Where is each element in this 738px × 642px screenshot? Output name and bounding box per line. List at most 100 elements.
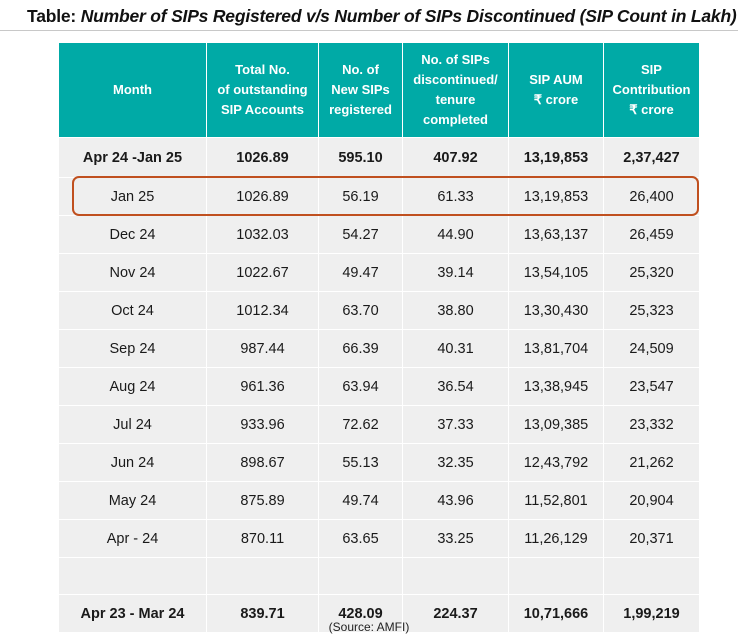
table-cell: 12,43,792: [508, 443, 604, 482]
table-cell: 63.70: [318, 291, 403, 330]
summary-row: Apr 24 -Jan 25 1026.89 595.10 407.92 13,19,8…: [58, 137, 700, 178]
table-cell: 898.67: [206, 443, 319, 482]
table-cell: 428.09: [318, 594, 403, 633]
table-cell: May 24: [58, 481, 207, 520]
column-header-line: No. of SIPs: [421, 52, 490, 67]
table-cell: 49.74: [318, 481, 403, 520]
table-cell: 13,63,137: [508, 215, 604, 254]
table-cell: 13,19,853: [508, 137, 604, 178]
table-cell: 63.65: [318, 519, 403, 558]
table-cell: 1026.89: [206, 137, 319, 178]
table-cell: 23,547: [603, 367, 700, 406]
column-header-line: SIP Accounts: [220, 102, 305, 117]
table-row: Nov 24 1022.67 49.47 39.14 13,54,105 25,320: [58, 253, 700, 292]
column-header-line: Contribution: [612, 82, 691, 97]
column-header-line: completed: [422, 112, 488, 127]
table-cell: 40.31: [402, 329, 509, 368]
source-note: (Source: AMFI): [328, 620, 410, 634]
table-cell: 11,52,801: [508, 481, 604, 520]
table-cell: 33.25: [402, 519, 509, 558]
table-cell: [206, 557, 319, 595]
table-cell: 870.11: [206, 519, 319, 558]
table-cell: [402, 557, 509, 595]
table-cell: 1,99,219: [603, 594, 700, 633]
title-text: Number of SIPs Registered v/s Number of …: [80, 6, 737, 26]
table-cell: 224.37: [402, 594, 509, 633]
table-row: Oct 24 1012.34 63.70 38.80 13,30,430 25,323: [58, 291, 700, 330]
table-cell: 26,400: [603, 177, 700, 216]
table-cell: 13,19,853: [508, 177, 604, 216]
table-cell: 987.44: [206, 329, 319, 368]
table-cell: 11,26,129: [508, 519, 604, 558]
table-cell: 54.27: [318, 215, 403, 254]
table-cell: 26,459: [603, 215, 700, 254]
table-cell: 2,37,427: [603, 137, 700, 178]
table-cell: 933.96: [206, 405, 319, 444]
column-header: SIP AUM ₹ crore: [508, 42, 604, 138]
table-cell: 43.96: [402, 481, 509, 520]
table-cell: 10,71,666: [508, 594, 604, 633]
table-row: Jun 24 898.67 55.13 32.35 12,43,792 21,262: [58, 443, 700, 482]
column-header-line: ₹ crore: [533, 92, 579, 107]
table-cell: 24,509: [603, 329, 700, 368]
table-cell: 595.10: [318, 137, 403, 178]
column-header: No. of New SIPs registered: [318, 42, 403, 138]
table-cell: 13,30,430: [508, 291, 604, 330]
table-cell: 25,323: [603, 291, 700, 330]
table-cell: 1022.67: [206, 253, 319, 292]
column-header-line: Total No.: [235, 62, 290, 77]
table-cell: Oct 24: [58, 291, 207, 330]
table-cell: 20,904: [603, 481, 700, 520]
table-cell: 1032.03: [206, 215, 319, 254]
total-row: Apr 23 - Mar 24 839.71 428.09 224.37 10,71,6…: [58, 594, 700, 633]
table-cell: 875.89: [206, 481, 319, 520]
column-header-line: SIP: [641, 62, 662, 77]
table-cell: 66.39: [318, 329, 403, 368]
table-cell: 407.92: [402, 137, 509, 178]
table-cell: Sep 24: [58, 329, 207, 368]
table-cell: 38.80: [402, 291, 509, 330]
column-header-line: registered: [329, 102, 392, 117]
table-cell: Jun 24: [58, 443, 207, 482]
table-cell: Jul 24: [58, 405, 207, 444]
column-header-line: No. of: [342, 62, 379, 77]
table-cell: Apr - 24: [58, 519, 207, 558]
column-header-line: ₹ crore: [629, 102, 674, 117]
table-cell: Apr 23 - Mar 24: [58, 594, 207, 633]
table-cell: 32.35: [402, 443, 509, 482]
title-prefix: Table:: [27, 6, 81, 26]
table-row: May 24 875.89 49.74 43.96 11,52,801 20,904: [58, 481, 700, 520]
table-cell: 61.33: [402, 177, 509, 216]
table-cell: 13,81,704: [508, 329, 604, 368]
table-cell: 21,262: [603, 443, 700, 482]
table-cell: [318, 557, 403, 595]
table-cell: Nov 24: [58, 253, 207, 292]
table-cell: 23,332: [603, 405, 700, 444]
table-cell: 37.33: [402, 405, 509, 444]
table-cell: 961.36: [206, 367, 319, 406]
sip-table: Month Total No. of outstanding SIP Accounts…: [58, 42, 700, 633]
column-header: No. of SIPs discontinued/tenure completed: [402, 42, 509, 138]
table-cell: 39.14: [402, 253, 509, 292]
column-header-line: New SIPs: [331, 82, 390, 97]
table-cell: 49.47: [318, 253, 403, 292]
table-cell: 1026.89: [206, 177, 319, 216]
table-title: Table: Number of SIPs Registered v/s Num…: [27, 6, 737, 27]
table-row: Dec 24 1032.03 54.27 44.90 13,63,137 26,459: [58, 215, 700, 254]
table-cell: 25,320: [603, 253, 700, 292]
table-cell: Aug 24: [58, 367, 207, 406]
table-cell: 55.13: [318, 443, 403, 482]
table-cell: Apr 24 -Jan 25: [58, 137, 207, 178]
table-cell: 72.62: [318, 405, 403, 444]
table-row: Apr - 24 870.11 63.65 33.25 11,26,129 20,371: [58, 519, 700, 558]
column-header-line: Month: [113, 82, 152, 97]
column-header-line: SIP AUM: [529, 72, 583, 87]
table-cell: [603, 557, 700, 595]
column-header-line: discontinued/: [413, 72, 498, 87]
table-cell: 1012.34: [206, 291, 319, 330]
table-cell: 36.54: [402, 367, 509, 406]
table-row: Jul 24 933.96 72.62 37.33 13,09,385 23,332: [58, 405, 700, 444]
table-cell: 44.90: [402, 215, 509, 254]
column-header: Total No. of outstanding SIP Accounts: [206, 42, 319, 138]
table-cell: 13,38,945: [508, 367, 604, 406]
